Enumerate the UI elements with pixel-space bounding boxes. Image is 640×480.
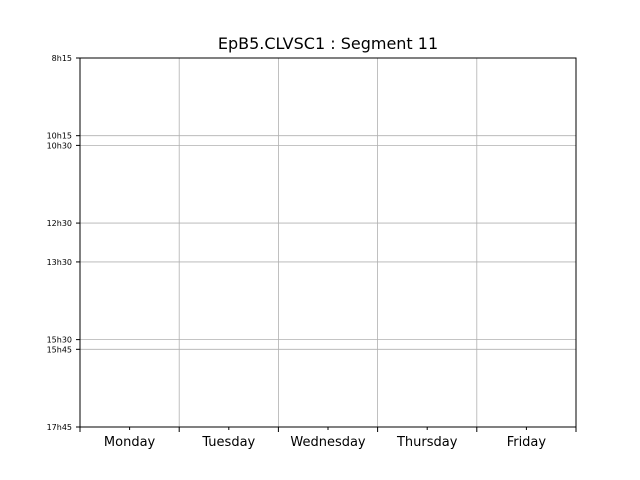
plot-frame: [79, 57, 577, 428]
y-tick-label: 17h45: [47, 423, 72, 432]
x-tick-label: Wednesday: [290, 435, 366, 450]
y-tick-label: 10h30: [47, 141, 72, 150]
x-tick-label: Thursday: [396, 435, 458, 450]
chart-title: EpB5.CLVSC1 : Segment 11: [218, 34, 438, 53]
x-tick-label: Friday: [507, 435, 547, 450]
x-tick-label: Monday: [104, 435, 156, 450]
y-tick-label: 8h15: [52, 54, 72, 63]
grid-lines: [80, 57, 576, 428]
x-tick-label: Tuesday: [201, 435, 255, 450]
y-tick-label: 15h30: [47, 336, 72, 345]
y-tick-label: 12h30: [47, 219, 72, 228]
y-tick-label: 10h15: [47, 132, 72, 141]
x-axis: Monday Tuesday Wednesday Thursday Friday: [79, 427, 577, 450]
y-tick-label: 15h45: [47, 345, 72, 354]
y-tick-label: 13h30: [47, 258, 72, 267]
